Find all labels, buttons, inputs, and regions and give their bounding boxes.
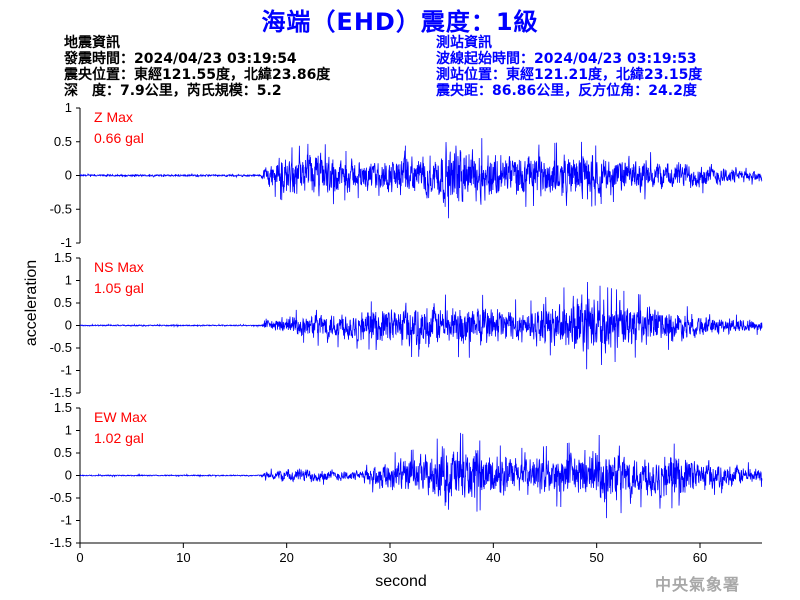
waveform-ns xyxy=(79,282,763,370)
y-tick-label: 0.5 xyxy=(54,295,72,310)
wave-start-time: 波線起始時間：2024/04/23 03:19:53 xyxy=(436,51,697,67)
y-tick-label: 0.5 xyxy=(54,134,72,149)
quake-info-heading: 地震資訊 xyxy=(64,35,120,51)
y-tick-label: -0.5 xyxy=(50,340,72,355)
quake-info-block: 地震資訊 發震時間：2024/04/23 03:19:54 震央位置：東經121… xyxy=(64,35,330,99)
y-tick-label: -0.5 xyxy=(50,490,72,505)
y-tick-label: -1 xyxy=(60,513,72,528)
y-tick-label: 1.5 xyxy=(54,400,72,415)
waveform-ew xyxy=(79,432,763,519)
y-tick-label: 0.5 xyxy=(54,445,72,460)
max-label-z: Z Max xyxy=(94,109,133,125)
y-tick-label: 0 xyxy=(65,318,72,333)
waveform-z xyxy=(79,138,763,219)
station-info-heading: 測站資訊 xyxy=(436,35,492,51)
y-tick-label: 0 xyxy=(65,168,72,183)
y-tick-label: 1 xyxy=(65,100,72,115)
x-axis-label: second xyxy=(375,573,427,590)
x-tick-label: 20 xyxy=(279,550,293,565)
y-tick-label: -1.5 xyxy=(50,535,72,550)
y-axis-label: acceleration xyxy=(23,260,40,346)
page-title: 海端（EHD）震度：1級 xyxy=(261,8,539,36)
y-tick-label: 0 xyxy=(65,468,72,483)
y-tick-label: -0.5 xyxy=(50,201,72,216)
y-tick-label: 1 xyxy=(65,423,72,438)
station-location: 測站位置：東經121.21度，北緯23.15度 xyxy=(436,67,703,83)
y-tick-label: -1.5 xyxy=(50,385,72,400)
x-tick-label: 30 xyxy=(383,550,397,565)
y-tick-label: 1.5 xyxy=(54,250,72,265)
x-tick-label: 50 xyxy=(589,550,603,565)
x-tick-label: 10 xyxy=(176,550,190,565)
max-label-ns: NS Max xyxy=(94,259,144,275)
y-tick-label: -1 xyxy=(60,363,72,378)
max-value-z: 0.66 gal xyxy=(94,130,144,146)
x-tick-label: 0 xyxy=(76,550,83,565)
station-info-block: 測站資訊 波線起始時間：2024/04/23 03:19:53 測站位置：東經1… xyxy=(436,35,702,99)
max-label-ew: EW Max xyxy=(94,409,147,425)
epicenter-location: 震央位置：東經121.55度，北緯23.86度 xyxy=(64,67,331,83)
agency-watermark: 中央氣象署 xyxy=(655,575,741,594)
max-value-ns: 1.05 gal xyxy=(94,280,144,296)
distance-azimuth: 震央距：86.86公里，反方位角：24.2度 xyxy=(436,83,697,99)
origin-time: 發震時間：2024/04/23 03:19:54 xyxy=(64,51,297,67)
depth-magnitude: 深 度：7.9公里，芮氏規模：5.2 xyxy=(64,83,282,99)
max-value-ew: 1.02 gal xyxy=(94,430,144,446)
y-tick-label: -1 xyxy=(60,235,72,250)
y-tick-label: 1 xyxy=(65,273,72,288)
x-tick-label: 40 xyxy=(486,550,500,565)
x-tick-label: 60 xyxy=(693,550,707,565)
